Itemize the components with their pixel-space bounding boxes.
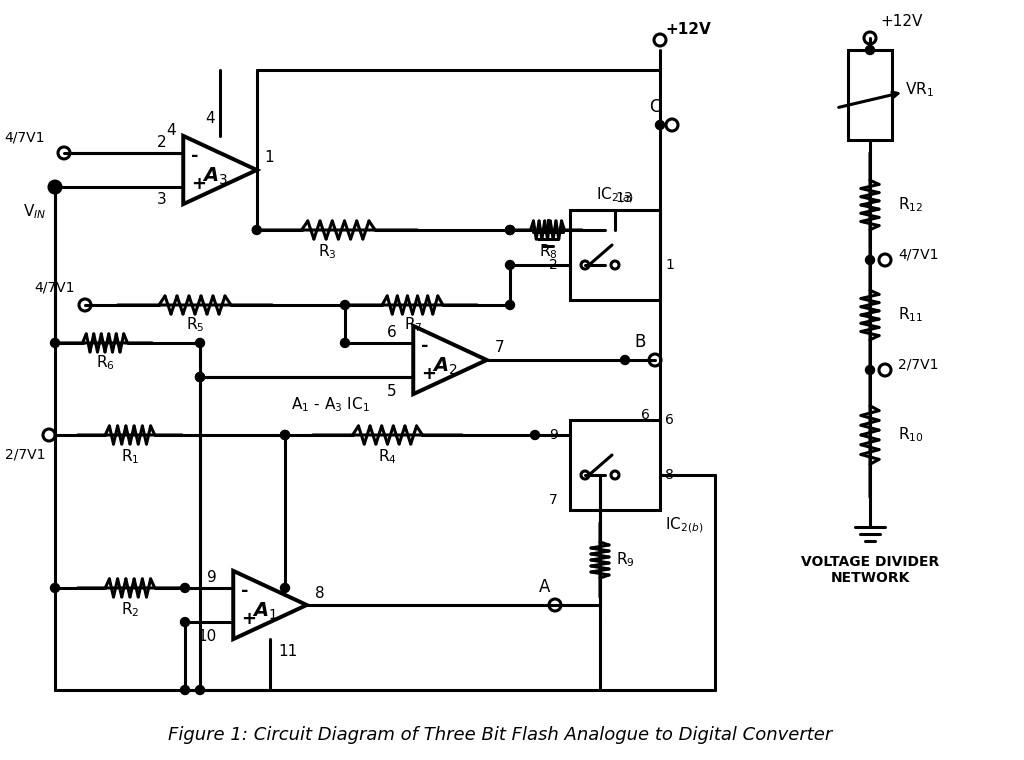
Text: 4: 4	[167, 123, 176, 138]
Text: R$_9$: R$_9$	[615, 551, 635, 569]
Text: 2/7V1: 2/7V1	[5, 448, 45, 462]
Text: R$_2$: R$_2$	[121, 600, 139, 619]
Text: B: B	[634, 333, 646, 351]
Text: R$_1$: R$_1$	[121, 448, 139, 467]
Text: R$_{12}$: R$_{12}$	[898, 195, 924, 214]
Text: R$_{11}$: R$_{11}$	[898, 306, 924, 325]
Circle shape	[506, 226, 514, 235]
Circle shape	[281, 430, 290, 439]
Text: +12V: +12V	[665, 23, 711, 37]
Circle shape	[180, 584, 189, 593]
Text: +: +	[421, 365, 436, 383]
Text: R$_6$: R$_6$	[95, 353, 115, 372]
Text: A$_3$: A$_3$	[202, 166, 228, 187]
Text: 7: 7	[495, 340, 505, 356]
Circle shape	[341, 338, 349, 347]
Circle shape	[180, 618, 189, 626]
Circle shape	[196, 372, 205, 382]
Text: 6: 6	[665, 413, 674, 427]
Text: R$_7$: R$_7$	[403, 315, 422, 334]
Text: +12V: +12V	[880, 14, 923, 30]
Text: 8: 8	[314, 585, 325, 600]
Text: 4/7V1: 4/7V1	[35, 280, 75, 294]
Text: 5: 5	[387, 384, 396, 398]
Text: 8: 8	[665, 468, 674, 482]
Circle shape	[180, 686, 189, 695]
Text: Figure 1: Circuit Diagram of Three Bit Flash Analogue to Digital Converter: Figure 1: Circuit Diagram of Three Bit F…	[168, 726, 833, 744]
Circle shape	[530, 430, 540, 439]
Circle shape	[196, 338, 205, 347]
Text: VR$_1$: VR$_1$	[905, 81, 934, 100]
Circle shape	[196, 372, 205, 382]
Text: C: C	[649, 98, 660, 116]
Text: -: -	[242, 582, 249, 600]
Text: -: -	[191, 147, 199, 165]
Text: 11: 11	[278, 644, 297, 659]
Circle shape	[50, 338, 59, 347]
Text: 9: 9	[549, 428, 558, 442]
Text: R$_5$: R$_5$	[185, 315, 204, 334]
Text: 3: 3	[157, 192, 166, 207]
Text: R$_8$: R$_8$	[539, 242, 557, 261]
Circle shape	[252, 226, 261, 235]
Text: +: +	[242, 610, 256, 628]
Text: 1: 1	[265, 150, 274, 166]
Circle shape	[50, 182, 59, 192]
Text: R$_3$: R$_3$	[317, 242, 336, 261]
Text: 2: 2	[549, 258, 558, 272]
Text: IC$_{2(b)}$: IC$_{2(b)}$	[665, 515, 703, 535]
Text: 2: 2	[157, 135, 166, 150]
Circle shape	[506, 226, 514, 235]
Text: A: A	[540, 578, 551, 596]
Bar	[570, 210, 660, 300]
Text: 1: 1	[665, 258, 674, 272]
Text: R$_4$: R$_4$	[378, 448, 396, 467]
Text: 9: 9	[207, 571, 216, 585]
Text: V$_{IN}$: V$_{IN}$	[24, 203, 47, 221]
Circle shape	[655, 121, 665, 129]
Circle shape	[621, 356, 630, 365]
Circle shape	[865, 366, 874, 375]
Circle shape	[50, 584, 59, 593]
Circle shape	[50, 182, 59, 192]
Bar	[570, 420, 660, 510]
Text: 2/7V1: 2/7V1	[898, 358, 939, 372]
Text: 6: 6	[641, 408, 650, 422]
Text: A$_2$: A$_2$	[432, 356, 458, 377]
Text: A$_1$ - A$_3$ IC$_1$: A$_1$ - A$_3$ IC$_1$	[291, 396, 370, 414]
Text: IC$_{2(a)}$: IC$_{2(a)}$	[596, 185, 634, 204]
Text: VOLTAGE DIVIDER
NETWORK: VOLTAGE DIVIDER NETWORK	[801, 555, 939, 585]
Text: -: -	[421, 337, 429, 355]
Text: 13: 13	[615, 191, 633, 205]
Text: R$_{10}$: R$_{10}$	[898, 426, 924, 445]
Circle shape	[506, 261, 514, 270]
Circle shape	[281, 430, 290, 439]
Circle shape	[865, 255, 874, 264]
Circle shape	[281, 584, 290, 593]
Text: 10: 10	[197, 629, 216, 644]
Text: 7: 7	[549, 493, 558, 507]
Circle shape	[341, 300, 349, 309]
Circle shape	[865, 46, 874, 55]
Text: 6: 6	[386, 325, 396, 340]
Text: A$_1$: A$_1$	[252, 600, 278, 622]
Text: 4: 4	[205, 111, 215, 126]
Bar	[848, 50, 892, 140]
Text: 4/7V1: 4/7V1	[898, 248, 939, 262]
Circle shape	[196, 686, 205, 695]
Text: +: +	[191, 175, 206, 193]
Circle shape	[506, 300, 514, 309]
Text: 4/7V1: 4/7V1	[5, 131, 45, 145]
